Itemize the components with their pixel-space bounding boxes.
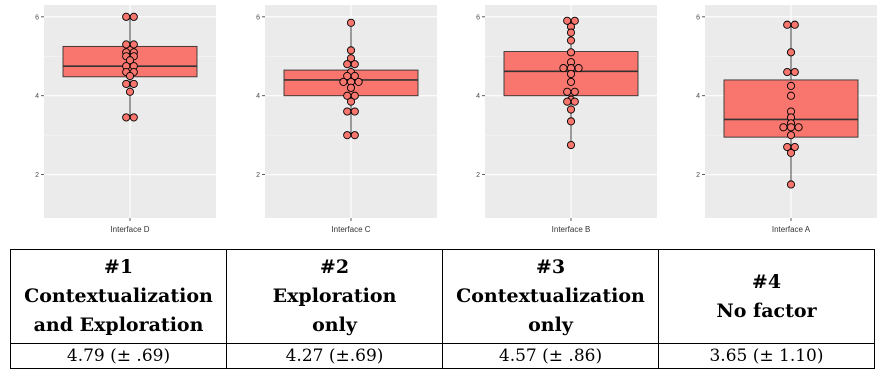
header-label-line: Contextualization (456, 285, 645, 307)
data-point (566, 36, 576, 45)
data-point (343, 131, 352, 140)
y-tick-label: 6 (476, 14, 480, 21)
y-tick-label: 2 (696, 172, 700, 179)
data-point (786, 81, 796, 90)
data-point (566, 48, 576, 57)
data-point (343, 107, 352, 116)
data-point (129, 113, 138, 122)
data-point (566, 117, 576, 126)
data-point (339, 77, 348, 86)
table-header-row: #1 Contextualization and Exploration #2 … (10, 249, 875, 344)
data-point (566, 69, 576, 79)
data-point (125, 71, 135, 81)
header-label-line: only (312, 314, 357, 336)
data-point (350, 131, 359, 140)
header-number: #3 (535, 256, 566, 278)
data-point (346, 54, 356, 63)
data-point (350, 91, 359, 100)
data-point (122, 113, 131, 122)
y-tick-label: 2 (476, 172, 480, 179)
data-point (566, 105, 576, 114)
data-point (566, 28, 576, 37)
data-point (563, 87, 572, 96)
data-point (346, 18, 356, 27)
category-label: Interface A (772, 225, 811, 234)
data-point (570, 16, 579, 25)
boxplot-panels: 2 4 6 Interface D 2 4 6 Interface C 2 4 6 Interface… (35, 5, 877, 234)
data-point (346, 83, 356, 92)
summary-table: #1 Contextualization and Exploration #2 … (10, 249, 875, 369)
data-point (570, 97, 579, 106)
data-point (346, 97, 356, 106)
data-point (129, 12, 138, 21)
y-tick-label: 4 (256, 93, 260, 100)
data-point (786, 131, 796, 140)
header-cell-2: #2 Exploration only (226, 249, 443, 344)
y-tick-label: 6 (696, 14, 700, 21)
value-cell-4: 3.65 (± 1.10) (658, 343, 875, 369)
data-point (790, 68, 799, 77)
header-number: #1 (103, 256, 134, 278)
data-point (122, 79, 131, 88)
data-point (350, 107, 359, 116)
header-number: #2 (319, 256, 350, 278)
data-point (346, 46, 356, 55)
header-label-line: only (528, 314, 573, 336)
value-cell-1: 4.79 (± .69) (10, 343, 227, 369)
value-cell-2: 4.27 (±.69) (226, 343, 443, 369)
header-label-line: Contextualization (24, 285, 213, 307)
data-point (786, 180, 796, 189)
data-point (779, 123, 788, 132)
y-tick-label: 4 (696, 93, 700, 100)
header-label-line: and Exploration (33, 314, 204, 336)
data-point (786, 148, 796, 157)
boxplot-panel: 2 4 6 Interface C (256, 5, 437, 234)
header-cell-1: #1 Contextualization and Exploration (10, 249, 227, 344)
boxplot-panel: 2 4 6 Interface B (476, 5, 657, 234)
header-cell-3: #3 Contextualization only (442, 249, 659, 344)
data-point (783, 20, 792, 29)
data-point (786, 123, 796, 132)
data-point (566, 77, 576, 86)
data-point (790, 142, 799, 152)
value-cell-3: 4.57 (± .86) (442, 343, 659, 369)
y-tick-label: 4 (35, 93, 39, 100)
header-label-line: No factor (716, 299, 817, 322)
data-point (786, 91, 796, 100)
data-point (122, 40, 131, 49)
data-point (790, 20, 799, 29)
data-point (570, 87, 579, 96)
category-label: Interface D (110, 225, 149, 234)
data-point (563, 97, 572, 106)
y-tick-label: 4 (476, 93, 480, 100)
data-point (350, 71, 359, 81)
data-point (125, 56, 135, 65)
boxplot-panel: 2 4 6 Interface A (696, 5, 877, 234)
data-point (343, 60, 352, 69)
data-point (350, 60, 359, 69)
category-label: Interface C (331, 225, 370, 234)
data-point (559, 64, 568, 73)
category-label: Interface B (552, 225, 591, 234)
table-value-row: 4.79 (± .69) 4.27 (±.69) 4.57 (± .86) 3.… (10, 343, 875, 369)
boxplot-panel: 2 4 6 Interface D (35, 5, 216, 234)
data-point (783, 68, 792, 77)
y-tick-label: 2 (35, 172, 39, 179)
header-label-line: Exploration (272, 285, 397, 307)
header-number: #4 (751, 270, 782, 293)
data-point (794, 123, 803, 132)
data-point (566, 140, 576, 150)
data-point (786, 48, 796, 57)
data-point (129, 40, 138, 49)
header-cell-4: #4 No factor (658, 249, 875, 344)
data-point (125, 87, 135, 96)
y-tick-label: 2 (256, 172, 260, 179)
data-point (574, 64, 583, 73)
data-point (122, 12, 131, 21)
data-point (354, 77, 363, 86)
y-tick-label: 6 (256, 14, 260, 21)
data-point (129, 79, 138, 88)
y-tick-label: 6 (35, 14, 39, 21)
